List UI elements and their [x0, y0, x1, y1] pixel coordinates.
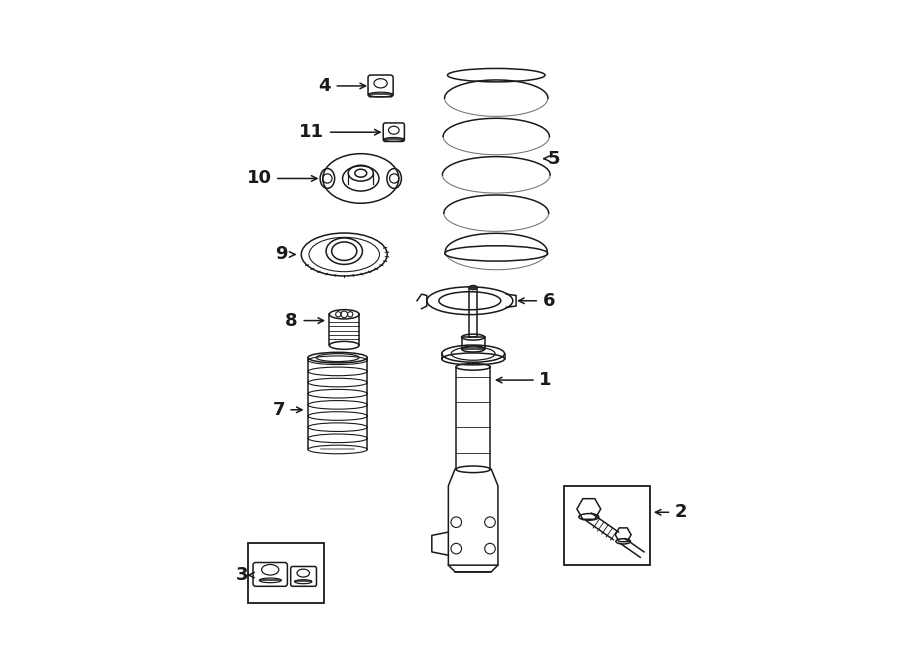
Text: 5: 5: [548, 149, 561, 168]
Text: 1: 1: [539, 371, 552, 389]
Text: 6: 6: [543, 292, 555, 310]
Text: 11: 11: [300, 123, 324, 141]
Text: 4: 4: [319, 77, 331, 95]
Text: 7: 7: [272, 401, 284, 419]
Text: 10: 10: [247, 169, 272, 188]
Bar: [563, 486, 650, 565]
Bar: [462, 337, 485, 349]
Text: 3: 3: [236, 566, 248, 584]
Bar: [248, 543, 324, 603]
Text: 9: 9: [275, 245, 288, 264]
Text: 2: 2: [675, 503, 688, 522]
Text: 8: 8: [285, 311, 298, 330]
